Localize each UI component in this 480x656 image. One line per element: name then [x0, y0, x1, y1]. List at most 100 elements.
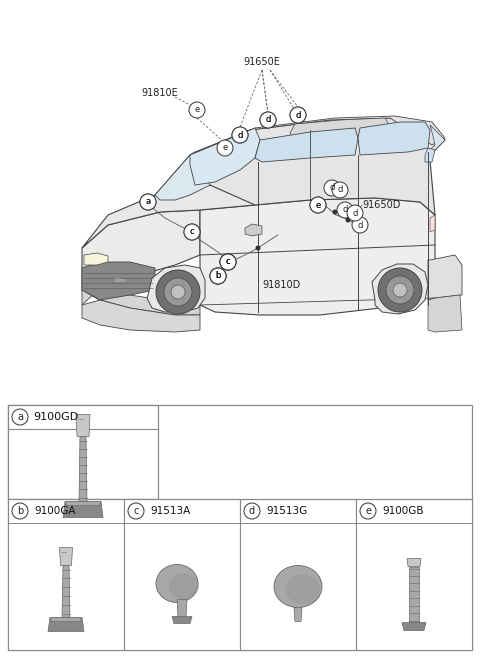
Polygon shape	[190, 128, 260, 185]
Text: c: c	[226, 258, 230, 266]
Circle shape	[386, 276, 414, 304]
Polygon shape	[294, 607, 302, 621]
Circle shape	[332, 182, 348, 198]
Text: Niro: Niro	[114, 279, 126, 283]
Text: 91513A: 91513A	[150, 506, 190, 516]
Circle shape	[156, 270, 200, 314]
Circle shape	[232, 127, 248, 143]
Polygon shape	[50, 617, 82, 621]
Polygon shape	[255, 128, 358, 162]
Polygon shape	[8, 405, 472, 650]
Polygon shape	[356, 499, 472, 650]
Text: a: a	[145, 197, 151, 207]
Text: d: d	[265, 115, 271, 125]
Polygon shape	[79, 436, 87, 501]
Polygon shape	[155, 152, 210, 200]
Text: b: b	[17, 506, 23, 516]
Circle shape	[217, 140, 233, 156]
Circle shape	[190, 230, 194, 234]
Polygon shape	[200, 198, 435, 315]
Polygon shape	[8, 405, 158, 499]
Circle shape	[184, 224, 200, 240]
Polygon shape	[290, 118, 390, 142]
Circle shape	[347, 205, 363, 221]
Polygon shape	[82, 288, 200, 315]
Text: 9100GD: 9100GD	[33, 412, 78, 422]
Circle shape	[210, 268, 226, 284]
Polygon shape	[190, 116, 445, 155]
Text: a: a	[17, 412, 23, 422]
Polygon shape	[82, 300, 200, 332]
Circle shape	[260, 112, 276, 128]
Polygon shape	[48, 617, 84, 632]
Text: d: d	[237, 131, 243, 140]
Polygon shape	[358, 122, 430, 155]
Circle shape	[140, 194, 156, 210]
Circle shape	[352, 217, 368, 233]
Text: e: e	[315, 201, 321, 209]
Circle shape	[220, 254, 236, 270]
Polygon shape	[245, 224, 262, 236]
Text: b: b	[216, 272, 221, 281]
Polygon shape	[425, 148, 435, 162]
Circle shape	[337, 202, 353, 218]
Ellipse shape	[156, 565, 198, 602]
Text: d: d	[249, 506, 255, 516]
Polygon shape	[428, 295, 462, 332]
Text: c: c	[226, 258, 230, 266]
Text: c: c	[190, 228, 194, 237]
Polygon shape	[124, 499, 240, 650]
Circle shape	[189, 102, 205, 118]
Polygon shape	[407, 558, 421, 567]
Text: b: b	[216, 272, 221, 281]
Polygon shape	[155, 118, 445, 215]
Ellipse shape	[286, 575, 320, 604]
Polygon shape	[82, 210, 200, 300]
Text: d: d	[295, 110, 300, 119]
Polygon shape	[63, 501, 103, 518]
Text: c: c	[133, 506, 139, 516]
Circle shape	[260, 112, 276, 128]
Circle shape	[220, 254, 236, 270]
Polygon shape	[65, 501, 101, 506]
Circle shape	[378, 268, 422, 312]
Circle shape	[171, 285, 185, 299]
Text: c: c	[226, 258, 230, 266]
Text: 9100GA: 9100GA	[34, 506, 75, 516]
Circle shape	[310, 197, 326, 213]
Circle shape	[184, 224, 200, 240]
Ellipse shape	[169, 573, 199, 600]
Circle shape	[220, 254, 236, 270]
Text: d: d	[265, 115, 271, 125]
Circle shape	[333, 209, 337, 215]
Text: d: d	[329, 184, 335, 192]
Polygon shape	[60, 548, 72, 565]
Circle shape	[315, 197, 321, 203]
Circle shape	[226, 258, 230, 262]
Circle shape	[140, 194, 156, 210]
Text: d: d	[295, 110, 300, 119]
Polygon shape	[82, 262, 155, 300]
Circle shape	[128, 503, 144, 519]
Text: 91650E: 91650E	[243, 57, 280, 67]
Polygon shape	[82, 180, 285, 248]
Text: 91810E: 91810E	[142, 88, 179, 98]
Circle shape	[210, 268, 226, 284]
Circle shape	[310, 197, 326, 213]
Circle shape	[360, 503, 376, 519]
Text: e: e	[365, 506, 371, 516]
Polygon shape	[402, 623, 426, 630]
Text: c: c	[190, 228, 194, 237]
Text: d: d	[237, 131, 243, 140]
Polygon shape	[84, 253, 108, 265]
Text: a: a	[145, 197, 151, 207]
Text: e: e	[315, 201, 321, 209]
Text: b: b	[216, 272, 221, 281]
Polygon shape	[147, 265, 205, 312]
Circle shape	[290, 107, 306, 123]
Text: d: d	[342, 205, 348, 215]
Text: e: e	[194, 106, 200, 115]
Text: d: d	[357, 220, 363, 230]
Circle shape	[232, 127, 248, 143]
Circle shape	[324, 180, 340, 196]
